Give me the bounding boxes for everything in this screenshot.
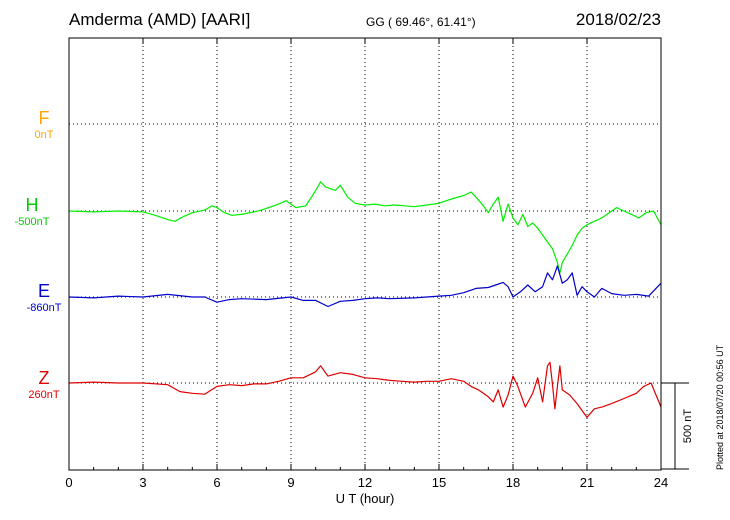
scale-bar: 500 nT	[661, 382, 694, 470]
component-label-f: F 0nT	[14, 108, 74, 142]
station-title: Amderma (AMD) [AARI]	[69, 10, 251, 29]
x-tick-label: 24	[654, 475, 668, 490]
grid-lines	[69, 38, 661, 470]
component-name-z: Z	[38, 368, 50, 388]
x-tick-label: 6	[213, 475, 220, 490]
baseline-label-z: 260nT	[28, 389, 60, 401]
component-label-e: E -860nT	[14, 281, 74, 315]
component-name-e: E	[37, 281, 50, 301]
component-name-h: H	[25, 195, 39, 215]
series-lines	[68, 181, 662, 418]
x-tick-label: 12	[358, 475, 372, 490]
date-label: 2018/02/23	[575, 10, 661, 29]
x-tick-label: 0	[65, 475, 72, 490]
x-axis-label: U T (hour)	[336, 491, 395, 506]
baseline-label-f: 0nT	[34, 129, 54, 141]
series-line-z	[68, 361, 662, 418]
x-tick-label: 9	[287, 475, 294, 490]
x-tick-label: 15	[432, 475, 446, 490]
baseline-label-e: -860nT	[26, 302, 62, 314]
x-tick-label: 3	[139, 475, 146, 490]
baseline-label-h: -500nT	[14, 216, 50, 228]
x-tick-label: 18	[506, 475, 520, 490]
x-axis-ticks: 0 3 6 9 12 15 18 21 24	[65, 38, 668, 490]
component-label-z: Z 260nT	[14, 368, 74, 402]
geographic-coordinates: GG ( 69.46°, 61.41°)	[366, 15, 476, 29]
series-line-e	[68, 265, 662, 308]
x-tick-label: 21	[580, 475, 594, 490]
scale-bar-label: 500 nT	[682, 409, 694, 444]
component-name-f: F	[38, 108, 50, 128]
component-label-h: H -500nT	[2, 195, 62, 229]
series-line-h	[68, 181, 662, 274]
